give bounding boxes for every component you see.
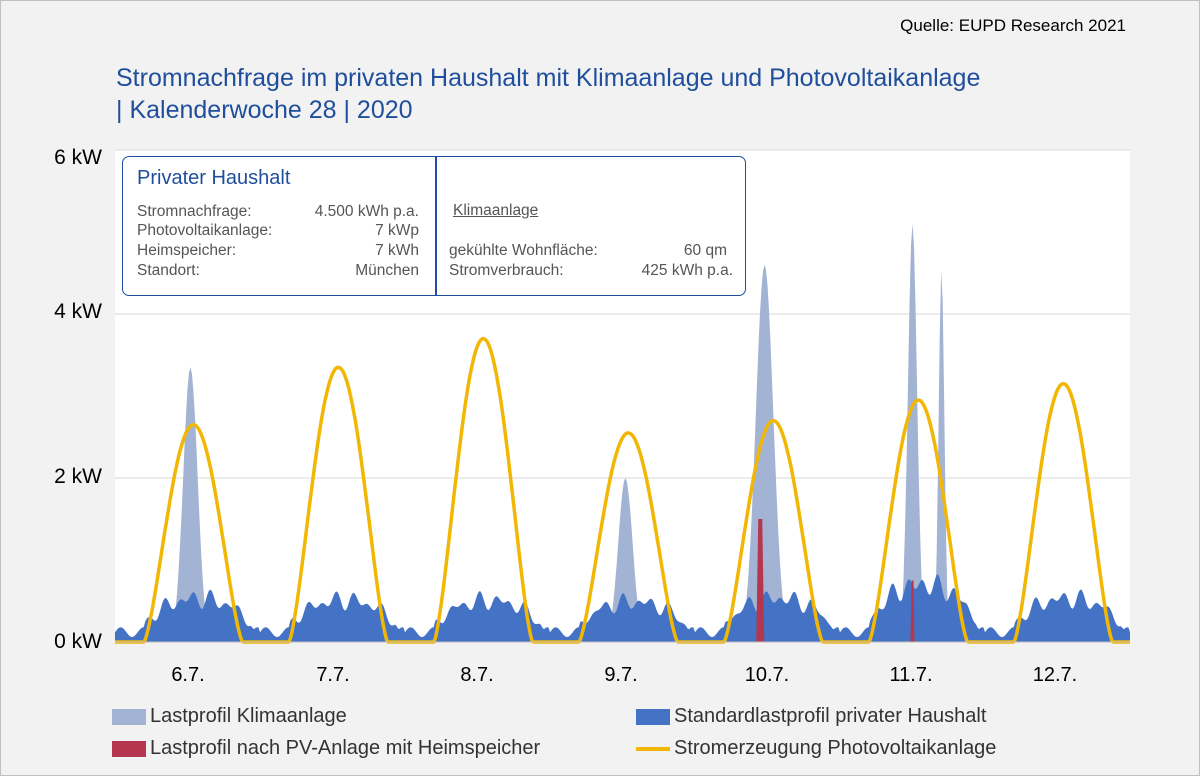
legend-label-klima: Lastprofil Klimaanlage [150,705,347,727]
info-value: München [355,262,419,279]
y-tick-label: 4 kW [54,300,102,323]
info-value: 60 qm [683,242,727,259]
y-tick-label: 6 kW [54,146,102,169]
y-tick-label: 0 kW [54,630,102,653]
y-tick-label: 2 kW [54,465,102,488]
info-label: Stromnachfrage: [137,203,252,220]
series-area-pv-speicher [756,519,765,642]
x-tick-label: 6.7. [171,664,205,686]
x-tick-label: 9.7. [604,664,638,686]
series-area-klimaanlage [115,223,1130,643]
chart-title-line1: Stromnachfrage im privaten Haushalt mit … [116,64,981,92]
info-value: 4.500 kWh p.a. [314,203,419,220]
x-tick-label: 11.7. [889,664,933,686]
info-divider [435,157,437,295]
legend-swatch-pv [636,747,670,751]
ac-heading: Klimaanlage [453,202,539,219]
series-area-standardlastprofil [115,574,1130,642]
series-area-pv-speicher [910,580,915,642]
x-tick-label: 8.7. [460,664,494,686]
x-tick-label: 10.7. [744,664,790,686]
info-heading: Privater Haushalt [137,167,291,189]
info-value: 7 kWp [375,222,419,239]
legend-label-standard: Standardlastprofil privater Haushalt [674,705,987,727]
info-value: 7 kWh [375,242,419,259]
legend-label-pv: Stromerzeugung Photovoltaikanlage [674,737,997,759]
info-value: 425 kWh p.a. [641,262,733,279]
info-label: Standort: [137,262,200,279]
legend-swatch-pv-storage [112,741,146,757]
legend-label-pv-storage: Lastprofil nach PV-Anlage mit Heimspeich… [150,737,541,759]
x-tick-label: 7.7. [316,664,350,686]
legend-swatch-klima [112,709,146,725]
info-label: Stromverbrauch: [449,262,564,279]
chart-title: Stromnachfrage im privaten Haushalt mit … [116,62,1156,126]
info-label: Photovoltaikanlage: [137,222,273,239]
x-tick-label: 12.7. [1032,664,1078,686]
source-note: Quelle: EUPD Research 2021 [900,16,1126,35]
household-info-box: Privater Haushalt Stromnachfrage: 4.500 … [122,156,746,296]
info-label: Heimspeicher: [137,242,237,259]
chart-title-line2: | Kalenderwoche 28 | 2020 [116,96,413,124]
legend-swatch-standard [636,709,670,725]
info-label: gekühlte Wohnfläche: [449,242,598,259]
